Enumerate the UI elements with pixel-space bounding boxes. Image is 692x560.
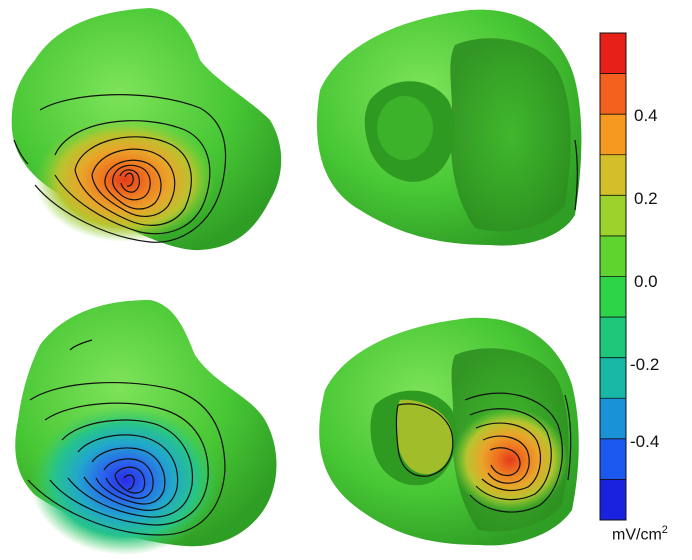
colorbar-tick-label: 0.2: [634, 189, 658, 208]
colorbar-segment: [600, 357, 626, 399]
colorbar-segment: [600, 33, 626, 75]
colorbar-segment: [600, 398, 626, 440]
colorbar-tick-label: 0.4: [634, 106, 658, 125]
top-left-heart: [11, 8, 282, 251]
colorbar-segment: [600, 73, 626, 115]
colorbar-unit-label: mV/cm2: [612, 524, 668, 544]
colorbar-segment: [600, 195, 626, 237]
negative-extremum-region: [30, 405, 220, 555]
positive-extremum-region: [452, 408, 568, 512]
colorbar-tick-label: 0.0: [634, 272, 658, 291]
right-chamber-opening: [450, 38, 571, 232]
colorbar-segment: [600, 114, 626, 156]
bottom-left-heart: [15, 300, 277, 555]
top-right-heart: [316, 9, 582, 246]
contour-lines: [27, 381, 226, 536]
contour-lines: [395, 392, 572, 513]
positive-extremum-region: [35, 118, 215, 242]
colorbar-segment: [600, 276, 626, 318]
contour-lines: [34, 94, 227, 243]
colorbar-segment: [600, 479, 626, 521]
colorbar-tick-label: -0.4: [630, 432, 660, 451]
colorbar: [599, 32, 627, 521]
colorbar-segment: [600, 235, 626, 277]
colorbar-tick-label: -0.2: [630, 355, 660, 374]
colorbar-segment: [600, 154, 626, 196]
colorbar-segment: [600, 438, 626, 480]
colorbar-ticks: [600, 73, 626, 480]
colorbar-segment: [600, 317, 626, 359]
bottom-right-heart: [319, 317, 579, 546]
